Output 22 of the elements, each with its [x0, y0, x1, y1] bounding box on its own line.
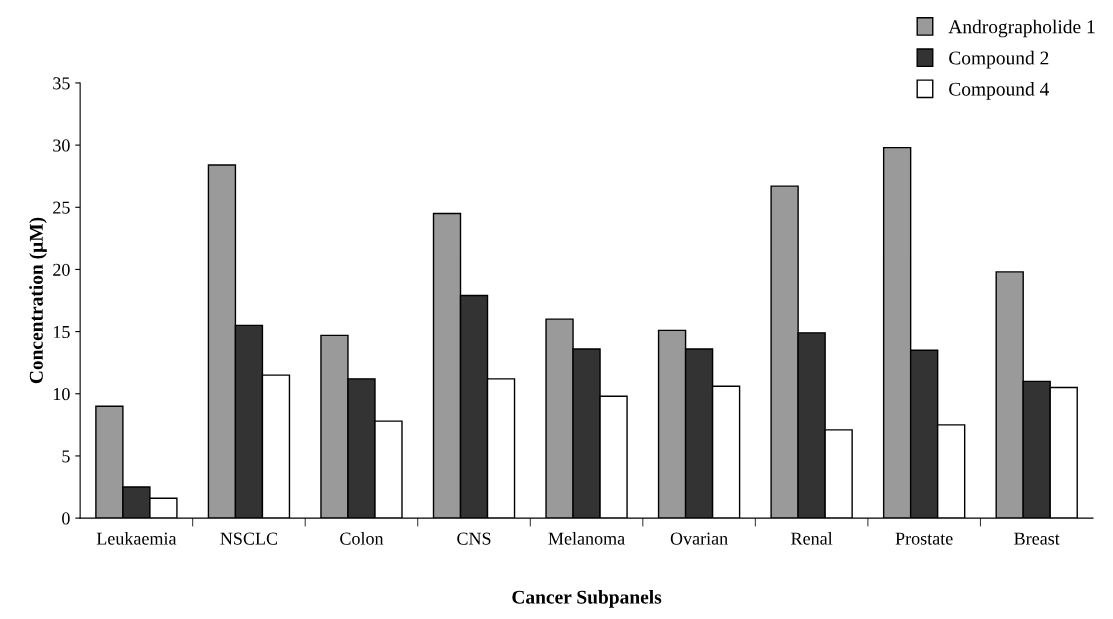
x-tick-label: CNS	[457, 532, 491, 545]
y-tick-label: 10	[53, 388, 70, 401]
y-tick-label: 30	[53, 139, 70, 152]
y-tick-label: 0	[62, 512, 70, 525]
legend-label: Compound 2	[949, 50, 1049, 69]
x-tick-label: NSCLC	[220, 532, 278, 545]
y-axis-title: Concentration (µM)	[29, 217, 47, 384]
x-tick-label: Colon	[340, 531, 384, 545]
x-tick-label: Prostate	[895, 532, 953, 545]
legend-label: Andrographolide 1	[948, 19, 1095, 38]
y-tick-label: 5	[62, 450, 70, 463]
x-tick-label: Melanoma	[548, 531, 625, 545]
y-tick-label: 35	[53, 77, 70, 90]
x-tick-label: Breast	[1014, 532, 1060, 545]
y-tick-label: 15	[53, 325, 70, 339]
x-tick-label: Leukaemia	[96, 531, 177, 545]
x-tick-label: Ovarian	[670, 532, 728, 545]
x-axis-title: Cancer Subpanels	[512, 590, 662, 608]
y-tick-label: 20	[53, 263, 70, 276]
legend-label: Compound 4	[949, 82, 1050, 100]
y-tick-label: 25	[53, 201, 70, 214]
x-tick-label: Renal	[791, 531, 833, 545]
